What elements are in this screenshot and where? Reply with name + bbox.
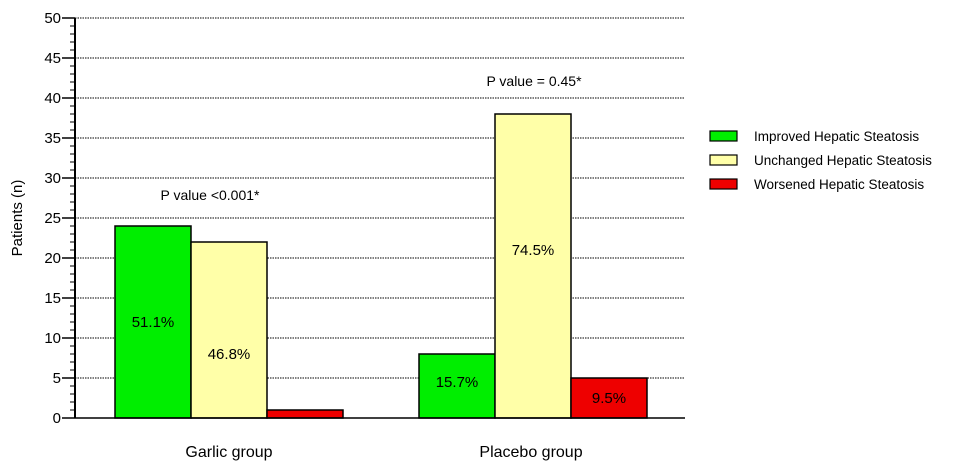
legend-label-unchanged-hepatic-steatosis: Unchanged Hepatic Steatosis (754, 153, 932, 168)
gridlines (75, 17, 685, 379)
legend-label-worsened-hepatic-steatosis: Worsened Hepatic Steatosis (754, 177, 924, 192)
category-labels: Garlic group Placebo group (185, 444, 582, 461)
data-label-placebo-group-improved-hepatic-steatosis: 15.7% (436, 374, 479, 391)
y-tick-label-0: 0 (53, 410, 61, 427)
data-label-placebo-group-unchanged-hepatic-steatosis: 74.5% (512, 242, 555, 259)
bar-garlic-group-worsened-hepatic-steatosis (266, 409, 344, 419)
bar-garlic-group-unchanged-hepatic-steatosis (190, 241, 268, 419)
y-tick-label-40: 40 (44, 90, 61, 107)
y-tick-label-15: 15 (44, 290, 61, 307)
y-tick-label-25: 25 (44, 210, 61, 227)
bar-placebo-group-worsened-hepatic-steatosis (570, 377, 648, 419)
y-tick-label-10: 10 (44, 330, 61, 347)
bar-placebo-group-improved-hepatic-steatosis (418, 353, 496, 419)
legend-label-improved-hepatic-steatosis: Improved Hepatic Steatosis (754, 129, 919, 144)
data-labels: 51.1% 46.8% 15.7% 74.5% 9.5% (132, 242, 626, 407)
y-tick-label-35: 35 (44, 130, 61, 147)
category-label-placebo-group: Placebo group (479, 444, 582, 461)
data-label-placebo-group-worsened-hepatic-steatosis: 9.5% (592, 390, 626, 407)
legend-swatch-unchanged-hepatic-steatosis (709, 154, 738, 166)
annotation-p-value-garlic: P value <0.001* (161, 187, 261, 203)
y-axis: 0 5 10 15 20 25 30 35 40 45 50 (44, 10, 685, 427)
legend-swatch-worsened-hepatic-steatosis (709, 178, 738, 190)
category-label-garlic-group: Garlic group (185, 444, 272, 461)
bar-placebo-group-unchanged-hepatic-steatosis (494, 113, 572, 419)
y-tick-label-50: 50 (44, 10, 61, 27)
y-tick-label-5: 5 (53, 370, 61, 387)
y-tick-label-45: 45 (44, 50, 61, 67)
data-label-garlic-group-improved-hepatic-steatosis: 51.1% (132, 314, 175, 331)
y-tick-label-30: 30 (44, 170, 61, 187)
y-axis-label: Patients (n) (9, 180, 26, 257)
data-label-garlic-group-unchanged-hepatic-steatosis: 46.8% (208, 346, 251, 363)
y-tick-label-20: 20 (44, 250, 61, 267)
legend-swatch-improved-hepatic-steatosis (709, 130, 738, 142)
annotation-p-value-placebo: P value = 0.45* (486, 73, 582, 89)
legend: Improved Hepatic Steatosis Unchanged Hepa… (709, 129, 932, 192)
bars (114, 113, 648, 419)
